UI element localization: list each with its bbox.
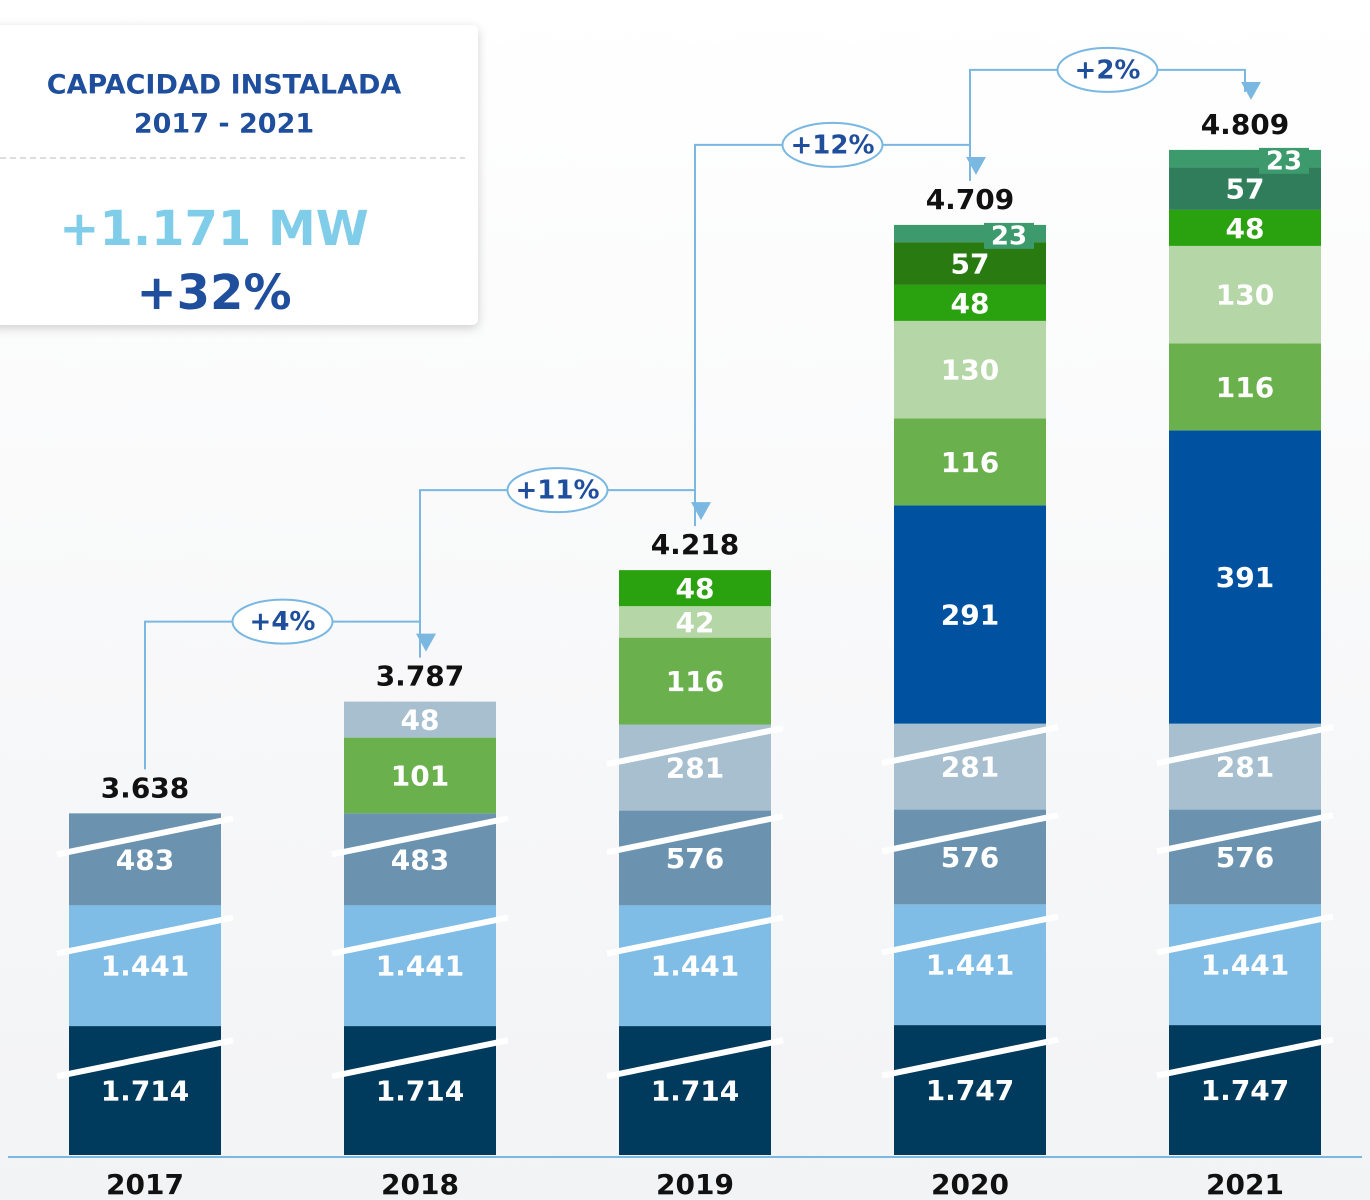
total-label: 3.638	[101, 771, 190, 804]
bar-segment	[1169, 343, 1321, 431]
bar-segment	[344, 701, 496, 738]
total-label: 4.809	[1201, 108, 1290, 141]
segment-label: 281	[1216, 751, 1274, 784]
segment-label: 291	[941, 599, 999, 632]
x-tick-label: 2018	[381, 1168, 459, 1200]
axis-break	[606, 914, 784, 957]
bar-segment	[1169, 209, 1321, 246]
segment-label: 101	[391, 759, 449, 792]
bar-segment	[619, 724, 771, 811]
bar-segment	[894, 418, 1046, 506]
x-tick-label: 2017	[106, 1168, 184, 1200]
growth-badge	[506, 467, 609, 514]
segment-label: 1.441	[376, 950, 465, 983]
axis-break	[1156, 724, 1334, 767]
axis-break	[331, 815, 509, 858]
growth-label: +4%	[250, 607, 316, 637]
axis-break	[331, 914, 509, 957]
panel-box	[0, 25, 478, 325]
segment-label: 1.714	[376, 1075, 465, 1108]
segment-label: 1.714	[101, 1075, 190, 1108]
segment-label: 48	[1226, 212, 1265, 245]
segment-label: 57	[951, 248, 990, 281]
segment-label: 1.714	[651, 1075, 740, 1108]
segment-label: 116	[941, 446, 999, 479]
segment-label: 23	[991, 221, 1027, 251]
segment-label: 48	[401, 704, 440, 737]
bar-segment	[619, 606, 771, 638]
bar-segment	[344, 737, 496, 814]
axis-break	[56, 1037, 234, 1080]
segment-label: 576	[666, 842, 724, 875]
total-label: 4.218	[651, 528, 740, 561]
x-tick-label: 2021	[1206, 1168, 1284, 1200]
bar-segment	[1169, 723, 1321, 810]
segment-label: 23	[1266, 146, 1302, 176]
growth-label: +12%	[790, 130, 874, 160]
axis-break	[881, 724, 1059, 767]
bar-segment	[619, 570, 771, 607]
axis-break	[881, 913, 1059, 956]
growth-badge	[781, 121, 884, 168]
x-tick-label: 2019	[656, 1168, 734, 1200]
bar-segment	[619, 637, 771, 725]
info-panel: CAPACIDAD INSTALADA 2017 - 2021 +1.171 M…	[0, 25, 478, 325]
segment-label: 576	[941, 841, 999, 874]
segment-label: 42	[676, 606, 715, 639]
segment-label: 483	[116, 843, 174, 876]
growth-badge	[1056, 46, 1159, 93]
growth-badge	[231, 598, 334, 645]
segment-label: 57	[1226, 173, 1265, 206]
total-label: 3.787	[376, 660, 465, 693]
axis-break	[56, 914, 234, 957]
segment-label: 1.747	[926, 1074, 1015, 1107]
segment-label: 1.441	[926, 949, 1015, 982]
segment-label: 48	[951, 287, 990, 320]
panel-increase: +1.171 MW	[59, 201, 368, 257]
x-tick-label: 2020	[931, 1168, 1009, 1200]
panel-title: CAPACIDAD INSTALADA	[47, 70, 402, 101]
bar-segment	[1169, 167, 1321, 210]
segment-label: 116	[666, 665, 724, 698]
segment-label: 1.441	[651, 950, 740, 983]
axis-break	[56, 815, 234, 858]
segment-label: 116	[1216, 371, 1274, 404]
panel-growth: +32%	[136, 265, 291, 321]
axis-break	[331, 1037, 509, 1080]
segment-label: 130	[1216, 279, 1274, 312]
segment-label: 483	[391, 843, 449, 876]
segment-label: 576	[1216, 841, 1274, 874]
axis-break	[606, 725, 784, 768]
axis-break	[881, 812, 1059, 855]
axis-break	[606, 813, 784, 856]
bar-segment	[1169, 430, 1321, 724]
total-label: 4.709	[926, 183, 1015, 216]
segment-label: 48	[676, 572, 715, 605]
segment-label: 391	[1216, 561, 1274, 594]
segment-label: 130	[941, 354, 999, 387]
axis-break	[1156, 913, 1334, 956]
label-box	[984, 222, 1034, 249]
axis-break	[1156, 812, 1334, 855]
segment-label: 281	[666, 752, 724, 785]
segment-label: 1.441	[101, 950, 190, 983]
bar-segment	[1169, 245, 1321, 344]
bar-segment	[894, 505, 1046, 724]
segment-label: 1.747	[1201, 1074, 1290, 1107]
bar-segment	[894, 242, 1046, 285]
label-box	[1259, 147, 1309, 174]
bar-segment	[894, 723, 1046, 810]
axis-break	[1156, 1036, 1334, 1079]
panel-period: 2017 - 2021	[134, 109, 314, 140]
axis-break	[881, 1036, 1059, 1079]
growth-label: +2%	[1075, 55, 1141, 85]
axis-break	[606, 1037, 784, 1080]
segment-label: 1.441	[1201, 949, 1290, 982]
growth-label: +11%	[515, 476, 599, 506]
bar-segment	[894, 320, 1046, 419]
segment-label: 281	[941, 751, 999, 784]
bar-segment	[894, 284, 1046, 321]
